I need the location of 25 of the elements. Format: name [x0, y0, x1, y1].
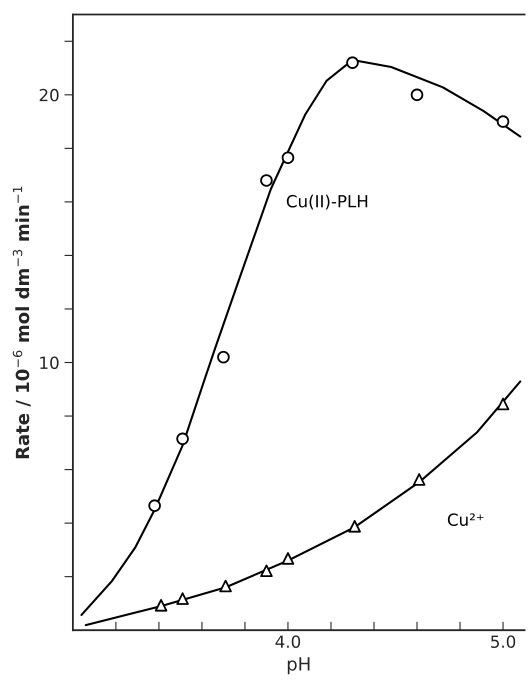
y-axis-title: Rate / 10$^{−6}$ mol dm$^{−3}$ min$^{−1}$ [12, 186, 31, 458]
x-tick-label: 5.0 [491, 635, 516, 648]
point [496, 115, 510, 128]
point [412, 473, 426, 486]
series-label: Cu(II)-PLH [286, 194, 368, 210]
point [217, 350, 230, 364]
point [496, 398, 510, 410]
point [219, 580, 232, 592]
x-tick-label: 4.0 [276, 635, 300, 648]
point [346, 56, 359, 69]
point [348, 520, 361, 533]
point [154, 599, 168, 612]
point [148, 499, 161, 512]
point [282, 151, 294, 164]
text: Cu²⁺ [448, 513, 484, 526]
y-tick-label: 10 [40, 356, 59, 370]
point [260, 564, 273, 578]
y-tick-label: 20 [40, 88, 59, 102]
point [176, 592, 189, 605]
point [176, 432, 189, 446]
x-axis-title: pH [288, 657, 310, 674]
point [282, 552, 294, 565]
line-series [84, 380, 522, 626]
point [410, 88, 424, 102]
point [260, 174, 273, 187]
